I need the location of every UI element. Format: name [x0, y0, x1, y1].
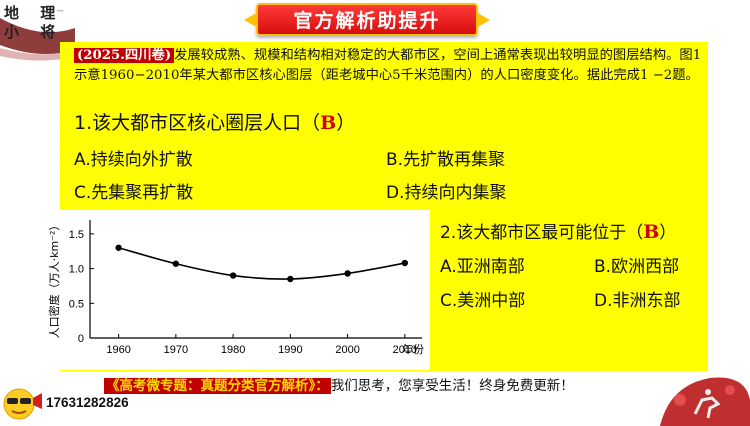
data-point-1980: [229, 272, 237, 279]
banner-right-tip: [476, 12, 490, 28]
footer-highlight: 《高考微专题：真题分类官方解析》：: [104, 378, 331, 394]
logo: 地 理 小 将: [4, 4, 66, 44]
y-tick-label: 0.5: [69, 298, 84, 310]
source-tag: (2025.四川卷): [74, 48, 175, 63]
q1-option-b[interactable]: B.先扩散再集聚: [386, 150, 506, 170]
q2-option-b[interactable]: B.欧洲西部: [594, 257, 680, 277]
x-axis-label: 年份: [402, 342, 424, 356]
population-density-chart: 0 0.5 1.0 1.5 1960 1970 1980 1990 2000 2010 年份 人口密度…: [42, 210, 430, 370]
x-tick-label: 1990: [278, 344, 302, 356]
stem-text: 发展较成熟、规模和结构相对稳定的大都市区，空间上通常表现出较明显的图层结构。图1…: [74, 48, 702, 83]
q2-answer: B: [643, 221, 660, 243]
banner-title: 官方解析助提升: [293, 10, 441, 32]
q2-prompt: 2.该大都市区最可能位于（: [440, 223, 644, 243]
phone-number: 17631282826: [46, 395, 129, 410]
horse-rider-icon: [660, 377, 750, 426]
x-tick-label: 1970: [164, 344, 188, 356]
q1-option-d[interactable]: D.持续向内集聚: [386, 183, 507, 203]
y-tick-label: 1.5: [69, 229, 84, 241]
data-point-1970: [172, 260, 180, 267]
logo-glyph: ~: [56, 6, 65, 17]
y-tick-label: 1.0: [69, 264, 84, 276]
density-line: [118, 246, 405, 280]
megaphone-icon: [33, 393, 42, 409]
x-tick-label: 2000: [335, 344, 359, 356]
question-2: 2.该大都市区最可能位于（B）: [440, 218, 676, 243]
logo-line-1: 地 理: [4, 4, 64, 22]
q1-answer: B: [320, 112, 337, 134]
q1-option-a[interactable]: A.持续向外扩散: [74, 150, 193, 170]
corner-decoration: [0, 18, 75, 61]
banner-left-tip: [244, 12, 258, 28]
q2-prompt-end: ）: [659, 223, 677, 243]
logo-line-2: 小 将: [4, 23, 64, 41]
footer-slogan: 《高考微专题：真题分类官方解析》： 我们思考，您享受生活！终身免费更新！: [104, 374, 574, 394]
x-tick-label: 1980: [221, 344, 245, 356]
y-axis-label: 人口密度（万人·km⁻²）: [47, 220, 61, 339]
q1-option-c[interactable]: C.先集聚再扩散: [74, 183, 194, 203]
q2-option-c[interactable]: C.美洲中部: [440, 291, 526, 311]
q1-prompt: 1.该大都市区核心圈层人口（: [74, 112, 321, 134]
data-point-2010: [401, 259, 409, 267]
data-point-1990: [287, 275, 294, 283]
question-stem: (2025.四川卷) 发展较成熟、规模和结构相对稳定的大都市区，空间上通常表现出较…: [74, 46, 704, 86]
data-point-1960: [115, 244, 122, 251]
y-tick-label: 0: [78, 333, 84, 345]
q2-option-a[interactable]: A.亚洲南部: [440, 257, 525, 277]
title-banner: 官方解析助提升: [244, 3, 490, 36]
chart-marks: [115, 244, 409, 283]
q2-option-d[interactable]: D.非洲东部: [594, 291, 681, 311]
question-1: 1.该大都市区核心圈层人口（B）: [74, 108, 355, 135]
footer-text: 我们思考，您享受生活！终身免费更新！: [330, 378, 574, 394]
x-tick-label: 2010: [393, 344, 417, 356]
data-point-2000: [344, 270, 351, 277]
x-tick-label: 1960: [106, 344, 130, 356]
q1-prompt-end: ）: [336, 112, 356, 134]
sunglasses-face-icon: [3, 388, 42, 420]
